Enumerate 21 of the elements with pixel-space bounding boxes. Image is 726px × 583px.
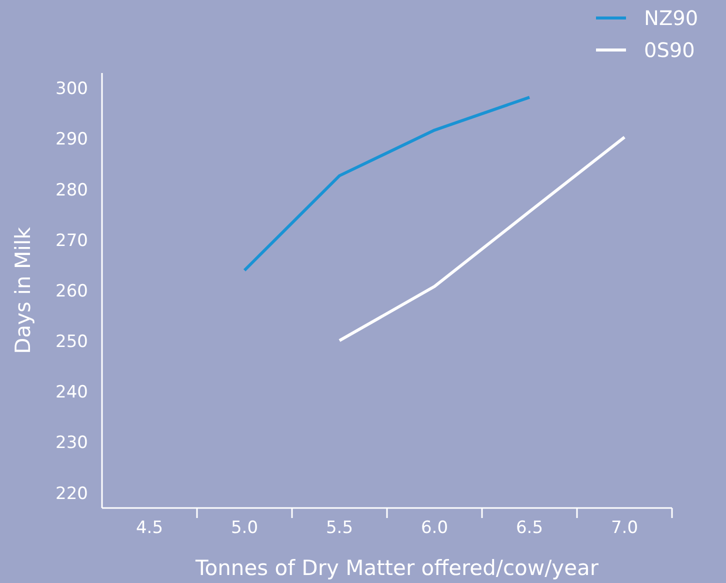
- x-tick-label: 7.0: [610, 518, 638, 538]
- legend-label: 0S90: [644, 38, 695, 62]
- y-tick-label: 300: [56, 79, 88, 100]
- y-tick-label: 220: [56, 484, 88, 504]
- line-series: [243, 96, 531, 272]
- line-series: [338, 136, 626, 342]
- x-tick-label: 6.5: [516, 518, 544, 538]
- x-tick-label: 5.5: [326, 518, 354, 538]
- y-tick-label: 270: [56, 230, 88, 251]
- y-tick-label: 290: [56, 130, 88, 150]
- x-tick-label: 5.0: [230, 518, 258, 538]
- y-tick-label: 240: [56, 382, 88, 403]
- x-axis-title: Tonnes of Dry Matter offered/cow/year: [194, 556, 599, 580]
- legend-label: NZ90: [644, 6, 698, 30]
- y-tick-label: 260: [56, 281, 88, 302]
- y-tick-label: 230: [56, 433, 88, 454]
- y-tick-label: 250: [56, 332, 88, 352]
- x-tick-label: 6.0: [420, 518, 448, 538]
- y-axis-title: Days in Milk: [11, 226, 35, 354]
- y-tick-label: 280: [56, 180, 88, 200]
- x-tick-label: 4.5: [136, 518, 164, 538]
